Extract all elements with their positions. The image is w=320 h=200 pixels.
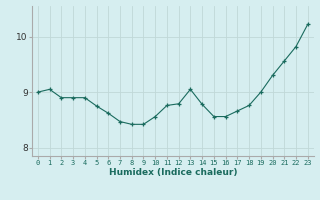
X-axis label: Humidex (Indice chaleur): Humidex (Indice chaleur) xyxy=(108,168,237,177)
